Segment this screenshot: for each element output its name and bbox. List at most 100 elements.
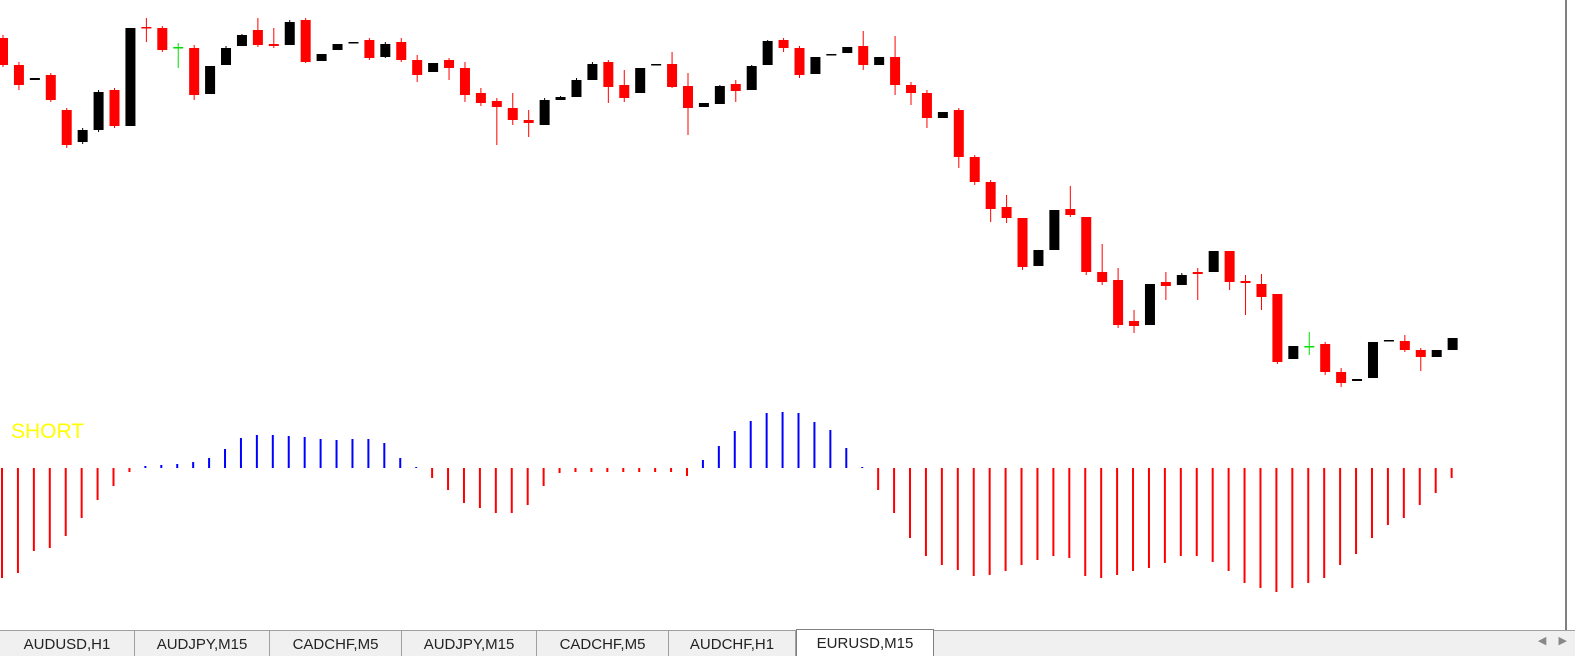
candle-body — [1097, 272, 1108, 282]
candle-body — [412, 60, 423, 75]
candle-body — [1224, 251, 1235, 282]
candle-body — [45, 75, 56, 100]
candle-body — [1304, 346, 1315, 348]
candle-body — [396, 42, 407, 60]
candle-body — [1144, 284, 1155, 325]
candle-body — [380, 44, 391, 57]
chart-tab[interactable]: AUDUSD,H1 — [0, 631, 135, 656]
candle-body — [109, 90, 120, 126]
candle-body — [125, 28, 136, 126]
candle-body — [651, 64, 662, 66]
candle-body — [1336, 372, 1347, 383]
signal-label: SHORT — [11, 420, 84, 443]
candle-body — [1065, 209, 1076, 215]
candle-body — [1176, 275, 1187, 285]
tab-bar: AUDUSD,H1 AUDJPY,M15 CADCHF,M5 AUDJPY,M15 CA… — [0, 629, 1575, 656]
candle-body — [778, 40, 789, 48]
candle-body — [61, 110, 72, 145]
chart-tab[interactable]: CADCHF,M5 — [270, 631, 402, 656]
candle-body — [189, 48, 200, 95]
candle-body — [587, 64, 598, 80]
candle-body — [810, 57, 821, 74]
candle-body — [619, 85, 630, 98]
candle-body — [539, 100, 550, 125]
candle-body — [364, 40, 375, 58]
candle-body — [1272, 294, 1283, 362]
candle-body — [1447, 338, 1458, 350]
candle-body — [173, 47, 184, 49]
candle-body — [284, 22, 295, 45]
candle-body — [507, 108, 518, 120]
candle-body — [428, 63, 439, 72]
candle-body — [1192, 272, 1203, 274]
candle-body — [1352, 379, 1363, 381]
candle-body — [667, 64, 678, 87]
candle-body — [1367, 342, 1378, 378]
candle-body — [1208, 251, 1219, 272]
candle-body — [985, 182, 996, 209]
candle-body — [730, 84, 741, 91]
candle-body — [77, 130, 88, 142]
candle-body — [348, 42, 359, 44]
candle-body — [444, 60, 455, 68]
candle-body — [1415, 350, 1426, 357]
candle-body — [698, 103, 709, 107]
candle-body — [1383, 340, 1394, 342]
candle-body — [794, 48, 805, 75]
candle-body — [459, 68, 470, 95]
candle-body — [746, 66, 757, 90]
candle-body — [890, 57, 901, 85]
candle-body — [762, 41, 773, 65]
candle-body — [969, 157, 980, 182]
candle-body — [1288, 346, 1299, 359]
candle-body — [1001, 207, 1012, 218]
scroll-arrows[interactable]: ◀ ▶ — [1537, 635, 1567, 647]
candle-body — [1049, 210, 1060, 250]
candle-body — [157, 28, 168, 50]
candle-body — [13, 65, 24, 85]
chart: SHORT — [0, 0, 1567, 630]
candle-body — [1113, 280, 1124, 325]
chart-tab[interactable]: AUDJPY,M15 — [135, 631, 270, 656]
candle-body — [714, 86, 725, 104]
candle-body — [205, 66, 216, 94]
candle-body — [842, 47, 853, 53]
chart-tab[interactable]: AUDJPY,M15 — [402, 631, 537, 656]
candle-body — [953, 110, 964, 157]
candle-body — [332, 44, 343, 50]
candle-body — [1399, 341, 1410, 350]
candle-body — [921, 93, 932, 118]
chart-tab[interactable]: AUDCHF,H1 — [669, 631, 796, 656]
candle-body — [1129, 321, 1140, 326]
candle-body — [300, 20, 311, 62]
candle-body — [252, 30, 263, 45]
candle-body — [1320, 344, 1331, 372]
candle-body — [571, 80, 582, 97]
candle-body — [1017, 218, 1028, 267]
candle-body — [221, 48, 232, 65]
candle-body — [635, 68, 646, 93]
candle-body — [93, 92, 104, 130]
candle-body — [0, 38, 8, 65]
chart-tab[interactable]: CADCHF,M5 — [537, 631, 669, 656]
candle-body — [603, 62, 614, 87]
candle-body — [1240, 281, 1251, 283]
candle-body — [1160, 282, 1171, 286]
candle-body — [29, 78, 40, 80]
candle-body — [874, 57, 885, 65]
chart-tab[interactable]: EURUSD,M15 — [796, 629, 934, 656]
candle-body — [826, 54, 837, 56]
candle-body — [1033, 250, 1044, 266]
candle-body — [1431, 350, 1442, 357]
candle-body — [1081, 217, 1092, 272]
candle-body — [268, 44, 279, 46]
candle-body — [523, 120, 534, 123]
candle-body — [475, 93, 486, 103]
candle-body — [858, 46, 869, 65]
candle-body — [141, 27, 152, 29]
candle-body — [491, 101, 502, 107]
candle-body — [555, 97, 566, 100]
candle-body — [682, 86, 693, 108]
candle-body — [236, 35, 247, 46]
candle-body — [937, 112, 948, 118]
